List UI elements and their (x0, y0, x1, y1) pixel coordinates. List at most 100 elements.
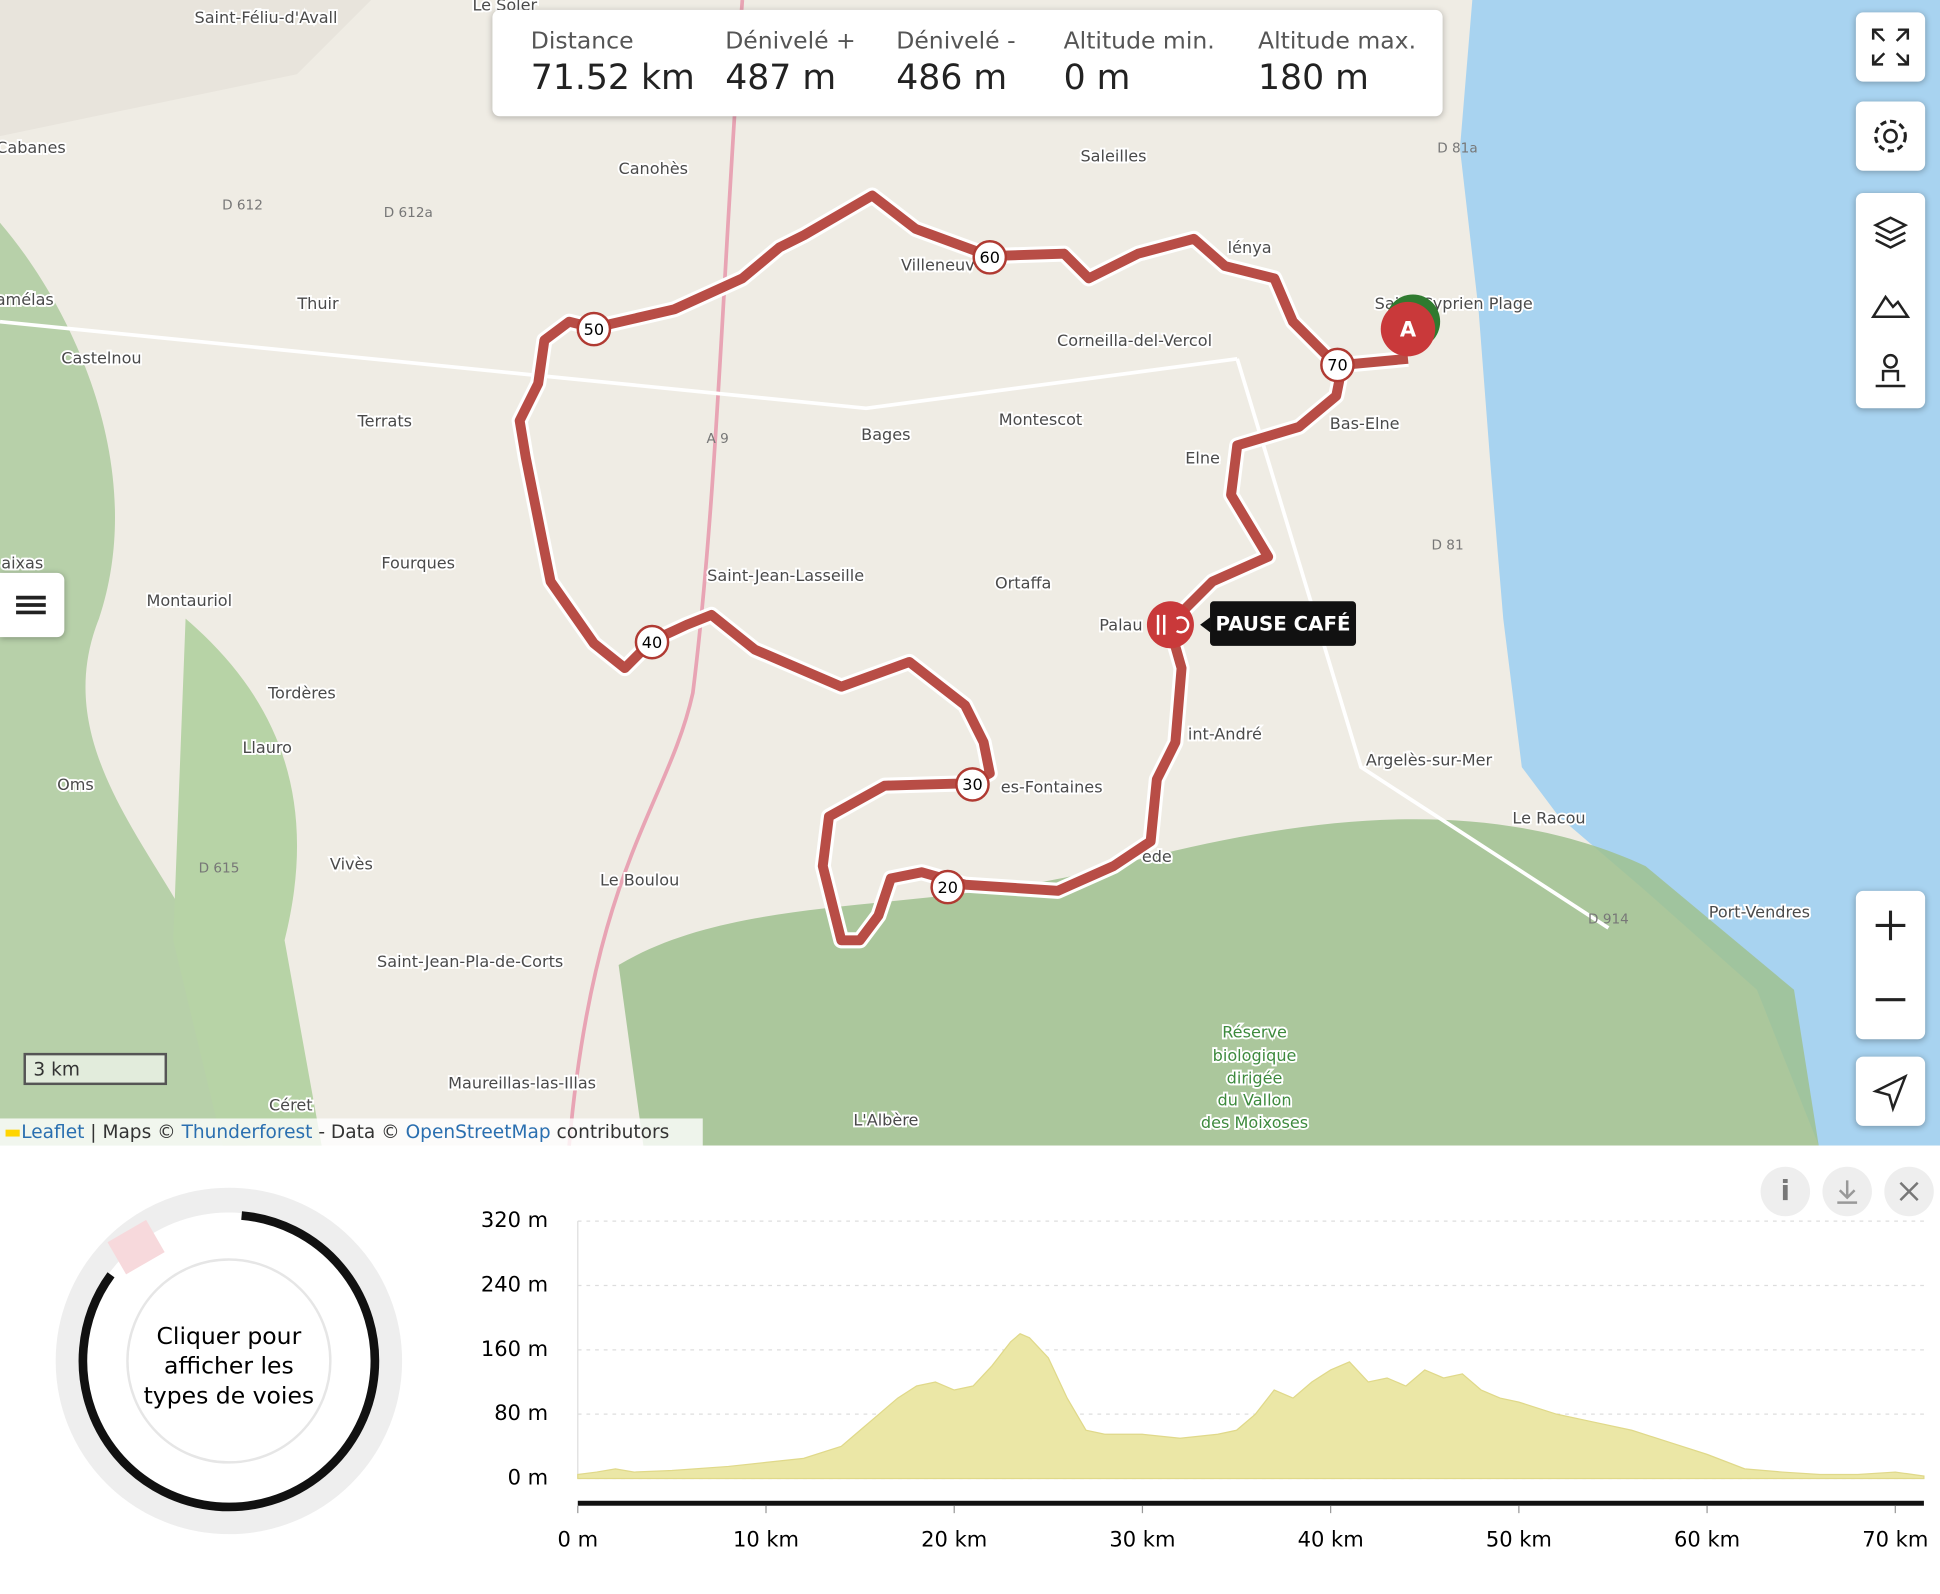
road-label: D 612a (384, 205, 433, 221)
x-tick-label: 60 km (1674, 1526, 1740, 1551)
map[interactable]: Saint-Féliu-d'Avall Le Soler Cabanes D 6… (0, 0, 1940, 1146)
scale-label: 3 km (33, 1060, 80, 1081)
place: Terrats (357, 411, 412, 430)
km-label: 30 (962, 775, 982, 794)
stat: Altitude min. 0 m (1064, 10, 1258, 116)
place: Elne (1185, 449, 1220, 468)
km-label: 20 (937, 878, 957, 897)
y-tick-label: 240 m (481, 1271, 548, 1296)
place: Saleilles (1080, 147, 1146, 166)
road-label: D 914 (1588, 911, 1629, 927)
km-label: 40 (642, 633, 662, 652)
sea (1459, 0, 1940, 1146)
tooltip-arrow (1200, 617, 1211, 633)
place: Palau (1099, 616, 1142, 635)
km-label: 50 (584, 320, 604, 339)
place: Vivès (330, 854, 373, 873)
road-label: D 81 (1432, 538, 1464, 554)
poi-icon (1156, 614, 1190, 635)
place: Villeneuv (901, 256, 975, 275)
x-tick-label: 50 km (1486, 1526, 1552, 1551)
place: aixas (1, 554, 43, 573)
stat-value: 486 m (896, 56, 1008, 98)
start-marker[interactable] (1380, 301, 1436, 357)
km-marker (1320, 347, 1355, 383)
stat-value: 0 m (1063, 56, 1131, 98)
road-label: D 615 (199, 861, 240, 877)
route[interactable] (514, 190, 1409, 946)
highway (567, 0, 745, 1146)
place: Saint-Jean-Lasseille (707, 566, 864, 585)
route-markers: 20 30 40 50 60 70 (576, 240, 1355, 905)
scale-bar (23, 1052, 168, 1086)
place: lénya (1228, 238, 1272, 257)
km-label: 60 (980, 248, 1000, 267)
donut-bg (55, 1187, 403, 1535)
donut-text: Cliquer pour (157, 1322, 302, 1350)
place: Oms (57, 775, 94, 794)
place: es-Fontaines (1001, 778, 1103, 797)
road (0, 319, 1238, 411)
settings-button[interactable] (1855, 101, 1926, 171)
stats-panel: Distance 71.52 km Dénivelé +487 m Dénivelé … (492, 9, 1443, 117)
reserve-label: du Vallon (1218, 1091, 1292, 1110)
stat-label: Dénivelé - (896, 27, 1016, 55)
donut-ring[interactable] (71, 1203, 387, 1519)
place: Saint-Jean-Pla-de-Corts (377, 952, 563, 971)
donut-segment (107, 1219, 165, 1275)
x-axis-bar (577, 1500, 1924, 1506)
poi-marker[interactable] (1146, 601, 1194, 649)
link[interactable]: OpenStreetMap (406, 1122, 551, 1143)
y-tick-label: 320 m (481, 1207, 548, 1232)
info-button[interactable] (1760, 1166, 1811, 1217)
donut-center[interactable] (126, 1258, 332, 1464)
place: Fourques (381, 554, 455, 573)
reserve-label: dirigée (1227, 1068, 1283, 1087)
km-marker (972, 240, 1008, 275)
stat-label: Dénivelé + (725, 27, 856, 55)
elevation-chart[interactable]: 0 m 80 m 160 m 240 m 320 m 0 m 10 km 20 km 30 km… (481, 1207, 1929, 1551)
stat-value: 71.52 km (530, 56, 695, 98)
place: Montescot (999, 410, 1082, 429)
x-tick-label: 40 km (1298, 1526, 1364, 1551)
map-labels: Saint-Féliu-d'Avall Le Soler Cabanes D 6… (0, 0, 1812, 1134)
stat: Altitude max. 180 m (1258, 10, 1443, 116)
menu-button[interactable] (0, 572, 65, 638)
start-label: A (1400, 316, 1417, 341)
place: Port-Vendres (1709, 903, 1810, 922)
y-tick-label: 0 m (508, 1465, 549, 1490)
place: Argelès-sur-Mer (1366, 750, 1493, 769)
attribution: ▬Leaflet | Maps © Thunderforest - Data ©… (4, 1122, 670, 1143)
attribution-bg (0, 1118, 703, 1146)
place: Thuir (296, 294, 339, 313)
zoom-controls[interactable] (1855, 890, 1926, 1040)
km-marker (955, 767, 990, 802)
place: Cabanes (0, 138, 66, 157)
y-tick-label: 80 m (494, 1400, 548, 1425)
stat: Dénivelé -486 m (896, 10, 1063, 116)
road-label: D 81a (1437, 140, 1477, 156)
road-label: A 9 (706, 431, 728, 447)
fullscreen-button[interactable] (1855, 12, 1926, 82)
icon: i (1781, 1176, 1790, 1207)
link[interactable]: Thunderforest (181, 1122, 313, 1143)
hills (173, 618, 322, 1146)
place: Le Boulou (600, 870, 679, 889)
place: Bages (861, 425, 910, 444)
place: amélas (0, 290, 54, 309)
x-tick-label: 0 m (558, 1526, 599, 1551)
km-marker (634, 624, 670, 660)
road-label: D 612 (222, 197, 263, 213)
place: int-André (1188, 724, 1262, 743)
stat: Distance 71.52 km (531, 10, 725, 116)
donut-text: types de voies (144, 1381, 315, 1409)
icon (1899, 1181, 1919, 1201)
place: Canohès (618, 159, 688, 178)
x-tick-label: 10 km (733, 1526, 799, 1551)
tools-group (1855, 193, 1926, 409)
locate-button[interactable] (1855, 1056, 1926, 1126)
icon (1837, 1180, 1858, 1204)
link[interactable]: Leaflet (21, 1122, 84, 1143)
place: Tordères (267, 684, 336, 703)
